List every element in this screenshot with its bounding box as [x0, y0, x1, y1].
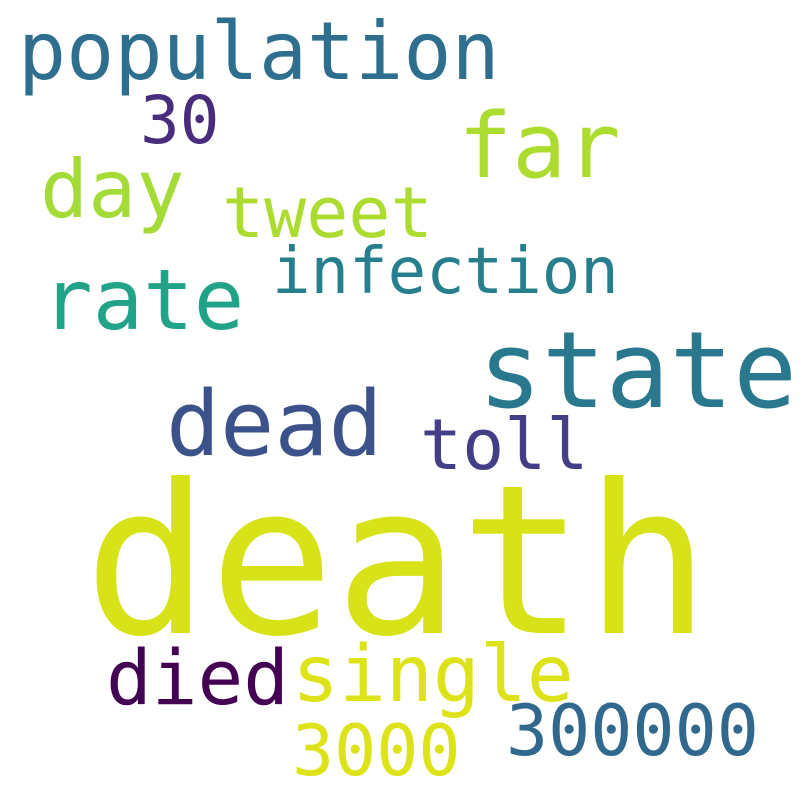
- word-population: population: [18, 12, 500, 92]
- word-far: far: [458, 102, 621, 192]
- word-3000: 3000: [292, 716, 461, 786]
- word-infection: infection: [272, 240, 619, 304]
- word-300000: 300000: [506, 696, 759, 766]
- word-rate: rate: [42, 258, 244, 342]
- word-died: died: [106, 640, 289, 716]
- word-day: day: [40, 150, 185, 230]
